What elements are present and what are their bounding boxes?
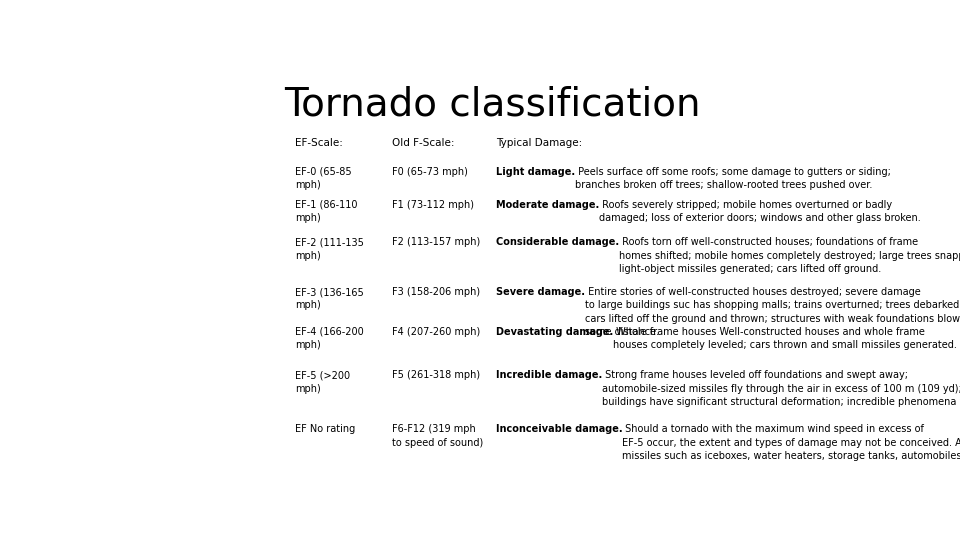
Text: Whole frame houses Well-constructed houses and whole frame
houses completely lev: Whole frame houses Well-constructed hous… (613, 327, 957, 350)
Text: Peels surface off some roofs; some damage to gutters or siding;
branches broken : Peels surface off some roofs; some damag… (575, 167, 891, 190)
Text: Light damage.: Light damage. (495, 167, 575, 177)
Text: EF-2 (111-135
mph): EF-2 (111-135 mph) (295, 238, 364, 261)
Text: EF No rating: EF No rating (295, 424, 355, 435)
Text: EF-3 (136-165
mph): EF-3 (136-165 mph) (295, 287, 364, 310)
Text: F3 (158-206 mph): F3 (158-206 mph) (392, 287, 480, 297)
Text: Roofs severely stripped; mobile homes overturned or badly
damaged; loss of exter: Roofs severely stripped; mobile homes ov… (599, 200, 921, 223)
Text: EF-5 (>200
mph): EF-5 (>200 mph) (295, 370, 350, 394)
Text: Devastating damage.: Devastating damage. (495, 327, 613, 337)
Text: Inconceivable damage.: Inconceivable damage. (495, 424, 622, 435)
Text: EF-4 (166-200
mph): EF-4 (166-200 mph) (295, 327, 364, 350)
Text: Roofs torn off well-constructed houses; foundations of frame
homes shifted; mobi: Roofs torn off well-constructed houses; … (619, 238, 960, 274)
Text: Considerable damage.: Considerable damage. (495, 238, 619, 247)
Text: Typical Damage:: Typical Damage: (495, 138, 582, 147)
Text: F6-F12 (319 mph
to speed of sound): F6-F12 (319 mph to speed of sound) (392, 424, 483, 448)
Text: Incredible damage.: Incredible damage. (495, 370, 602, 380)
Text: Moderate damage.: Moderate damage. (495, 200, 599, 210)
Text: Strong frame houses leveled off foundations and swept away;
automobile-sized mis: Strong frame houses leveled off foundati… (602, 370, 960, 407)
Text: Severe damage.: Severe damage. (495, 287, 585, 297)
Text: EF-1 (86-110
mph): EF-1 (86-110 mph) (295, 200, 357, 223)
Text: F4 (207-260 mph): F4 (207-260 mph) (392, 327, 480, 337)
Text: Old F-Scale:: Old F-Scale: (392, 138, 454, 147)
Text: Entire stories of well-constructed houses destroyed; severe damage
to large buil: Entire stories of well-constructed house… (585, 287, 960, 337)
Text: F1 (73-112 mph): F1 (73-112 mph) (392, 200, 473, 210)
Text: F5 (261-318 mph): F5 (261-318 mph) (392, 370, 480, 380)
Text: F2 (113-157 mph): F2 (113-157 mph) (392, 238, 480, 247)
Text: EF-0 (65-85
mph): EF-0 (65-85 mph) (295, 167, 351, 190)
Text: F0 (65-73 mph): F0 (65-73 mph) (392, 167, 468, 177)
Text: Should a tornado with the maximum wind speed in excess of
EF-5 occur, the extent: Should a tornado with the maximum wind s… (622, 424, 960, 461)
Text: EF-Scale:: EF-Scale: (295, 138, 343, 147)
Text: Tornado classification: Tornado classification (284, 85, 700, 124)
